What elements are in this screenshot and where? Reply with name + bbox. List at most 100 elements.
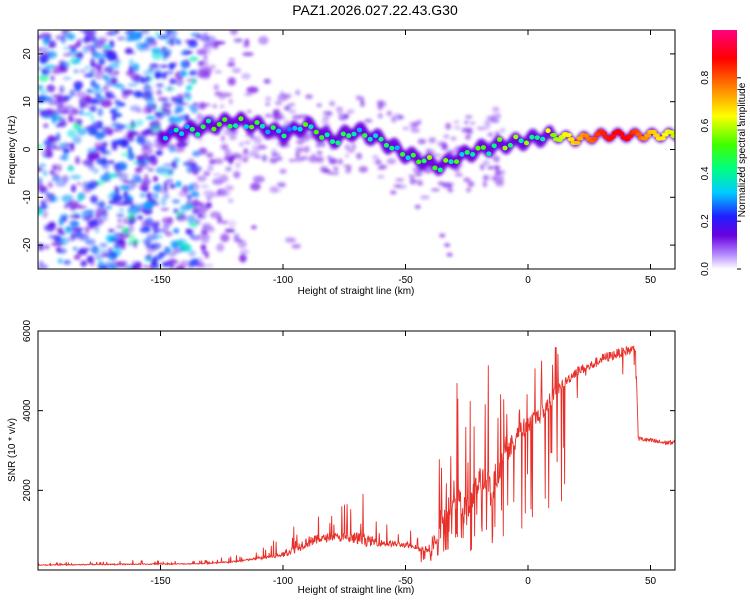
noise-blob	[67, 118, 80, 123]
noise-blob	[164, 108, 172, 117]
noise-blob	[157, 228, 169, 233]
noise-blob	[258, 36, 269, 45]
noise-blob	[201, 223, 212, 227]
noise-blob	[154, 71, 162, 79]
noise-blob	[127, 145, 132, 151]
figure-title: PAZ1.2026.027.22.43.G30	[292, 2, 458, 18]
noise-blob	[38, 74, 49, 82]
y-tick-label: 2000	[22, 479, 33, 502]
noise-blob	[116, 225, 125, 229]
noise-blob	[209, 64, 216, 70]
noise-blob	[114, 113, 123, 118]
noise-blob	[85, 216, 90, 221]
noise-blob	[46, 136, 59, 141]
ridge-point	[502, 145, 508, 151]
noise-blob	[185, 228, 192, 235]
noise-blob	[157, 34, 170, 40]
noise-blob	[197, 34, 202, 39]
noise-blob	[102, 44, 112, 50]
noise-blob	[80, 260, 87, 267]
noise-blob	[61, 152, 69, 161]
noise-blob	[153, 229, 158, 234]
ridge-point	[529, 134, 535, 140]
noise-blob	[203, 103, 211, 107]
noise-blob	[173, 146, 186, 153]
noise-blob	[163, 51, 171, 59]
noise-blob	[101, 252, 110, 258]
faint-blob	[295, 151, 301, 159]
ridge-point	[265, 129, 271, 135]
noise-blob	[251, 225, 257, 230]
noise-blob	[143, 91, 156, 95]
faint-blob	[288, 109, 297, 114]
faint-blob	[283, 93, 292, 99]
noise-blob	[97, 120, 103, 130]
noise-blob	[74, 42, 81, 48]
ridge-point	[389, 145, 395, 151]
faint-blob	[476, 126, 487, 131]
noise-blob	[174, 100, 185, 107]
noise-blob	[123, 190, 129, 199]
noise-blob	[204, 251, 209, 259]
ridge-point	[238, 116, 244, 122]
faint-blob	[447, 183, 453, 189]
ridge-point	[362, 133, 368, 138]
noise-blob	[141, 140, 146, 146]
faint-blob	[386, 158, 397, 165]
noise-blob	[180, 243, 192, 251]
ridge-point	[179, 131, 185, 137]
noise-blob	[105, 150, 112, 155]
faint-blob	[343, 164, 350, 168]
noise-blob	[72, 60, 81, 65]
faint-blob	[220, 143, 229, 151]
noise-blob	[246, 86, 259, 94]
noise-blob	[127, 133, 135, 142]
ridge-point	[626, 133, 634, 139]
noise-blob	[228, 57, 236, 63]
noise-blob	[216, 243, 225, 252]
noise-blob	[38, 166, 42, 172]
faint-blob	[327, 155, 332, 160]
noise-blob	[252, 175, 265, 183]
x-tick-label: 50	[645, 275, 657, 286]
noise-blob	[212, 178, 224, 185]
noise-blob	[59, 65, 68, 73]
noise-blob	[187, 104, 196, 109]
faint-blob	[255, 146, 261, 153]
noise-blob	[203, 53, 208, 62]
noise-blob	[221, 189, 231, 197]
noise-blob	[204, 263, 214, 268]
noise-blob	[98, 260, 105, 266]
noise-blob	[165, 178, 174, 184]
ridge-point	[216, 122, 222, 127]
colorbar: 0.0 0.2 0.4 0.6 0.8 Normalized spectral ampl…	[700, 30, 748, 276]
faint-blob	[454, 173, 464, 177]
faint-blob	[372, 154, 379, 161]
faint-blob	[378, 113, 383, 119]
faint-blob	[275, 100, 283, 106]
y-tick-label: 0	[22, 146, 33, 152]
faint-blob	[294, 156, 304, 163]
noise-blob	[175, 141, 187, 148]
faint-blob	[338, 158, 343, 165]
ridge-point	[644, 133, 652, 138]
ridge-point	[184, 124, 190, 129]
ridge-point	[670, 133, 675, 139]
noise-blob	[235, 161, 241, 169]
faint-blob	[417, 181, 424, 186]
noise-blob	[239, 253, 247, 263]
noise-blob	[93, 70, 106, 80]
noise-blob	[177, 39, 182, 45]
noise-blob	[89, 161, 94, 165]
noise-blob	[98, 248, 110, 254]
noise-blob	[76, 182, 82, 186]
noise-blob	[233, 233, 240, 240]
noise-blob	[63, 33, 72, 37]
noise-blob	[224, 228, 236, 233]
noise-blob	[50, 75, 55, 82]
noise-blob	[188, 56, 199, 62]
faint-blob	[464, 120, 469, 125]
y-tick-label: 4000	[22, 399, 33, 422]
noise-blob	[96, 158, 108, 165]
noise-blob	[98, 57, 106, 66]
